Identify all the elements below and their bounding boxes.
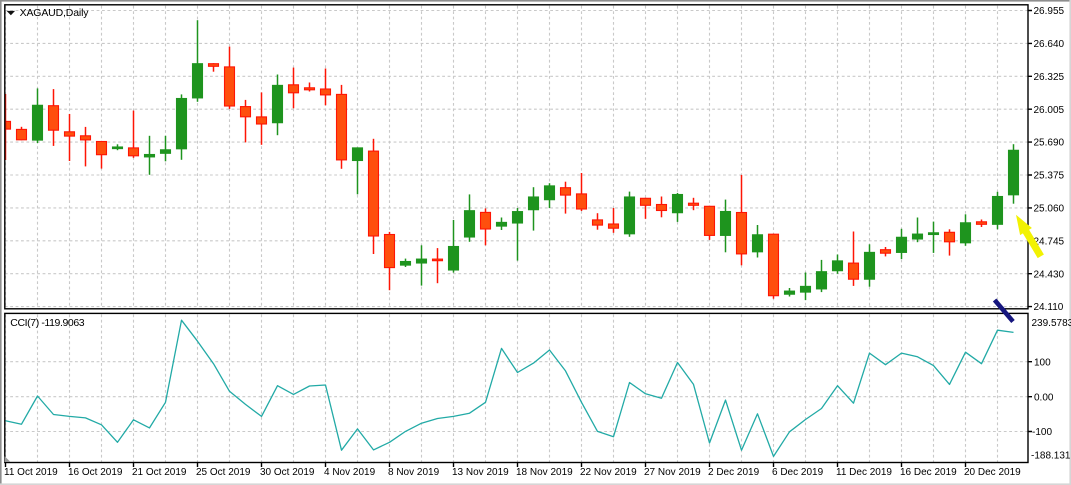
svg-text:239.5783: 239.5783 (1032, 318, 1071, 329)
svg-text:8 Nov 2019: 8 Nov 2019 (388, 467, 440, 478)
svg-text:26.955: 26.955 (1034, 6, 1065, 17)
svg-text:25 Oct 2019: 25 Oct 2019 (196, 467, 251, 478)
svg-text:11 Oct 2019: 11 Oct 2019 (4, 467, 58, 478)
svg-text:0.00: 0.00 (1034, 392, 1054, 403)
svg-text:26.325: 26.325 (1034, 72, 1065, 83)
svg-text:20 Dec 2019: 20 Dec 2019 (964, 467, 1021, 478)
svg-text:100: 100 (1034, 357, 1051, 368)
svg-text:11 Dec 2019: 11 Dec 2019 (836, 467, 892, 478)
svg-text:16 Dec 2019: 16 Dec 2019 (900, 467, 957, 478)
svg-text:24.745: 24.745 (1034, 236, 1065, 247)
svg-text:16 Oct 2019: 16 Oct 2019 (68, 467, 123, 478)
svg-text:25.690: 25.690 (1034, 138, 1065, 149)
svg-text:6 Dec 2019: 6 Dec 2019 (772, 467, 824, 478)
svg-text:30 Oct 2019: 30 Oct 2019 (260, 467, 315, 478)
svg-text:25.060: 25.060 (1034, 204, 1065, 215)
svg-text:24.430: 24.430 (1034, 269, 1065, 280)
svg-text:-100: -100 (1032, 427, 1052, 438)
svg-text:2 Dec 2019: 2 Dec 2019 (708, 467, 760, 478)
svg-text:22 Nov 2019: 22 Nov 2019 (580, 467, 637, 478)
svg-text:21 Oct 2019: 21 Oct 2019 (132, 467, 187, 478)
svg-text:27 Nov 2019: 27 Nov 2019 (644, 467, 701, 478)
svg-text:26.640: 26.640 (1034, 39, 1065, 50)
svg-text:4 Nov 2019: 4 Nov 2019 (324, 467, 376, 478)
svg-text:26.005: 26.005 (1034, 105, 1065, 116)
svg-text:XAGAUD,Daily: XAGAUD,Daily (20, 7, 90, 19)
svg-text:13 Nov 2019: 13 Nov 2019 (452, 467, 509, 478)
svg-text:-188.131: -188.131 (1031, 451, 1071, 462)
svg-text:25.375: 25.375 (1034, 171, 1065, 182)
svg-text:18 Nov 2019: 18 Nov 2019 (516, 467, 573, 478)
svg-text:CCI(7) -119.9063: CCI(7) -119.9063 (10, 317, 85, 329)
svg-text:24.110: 24.110 (1034, 302, 1064, 313)
